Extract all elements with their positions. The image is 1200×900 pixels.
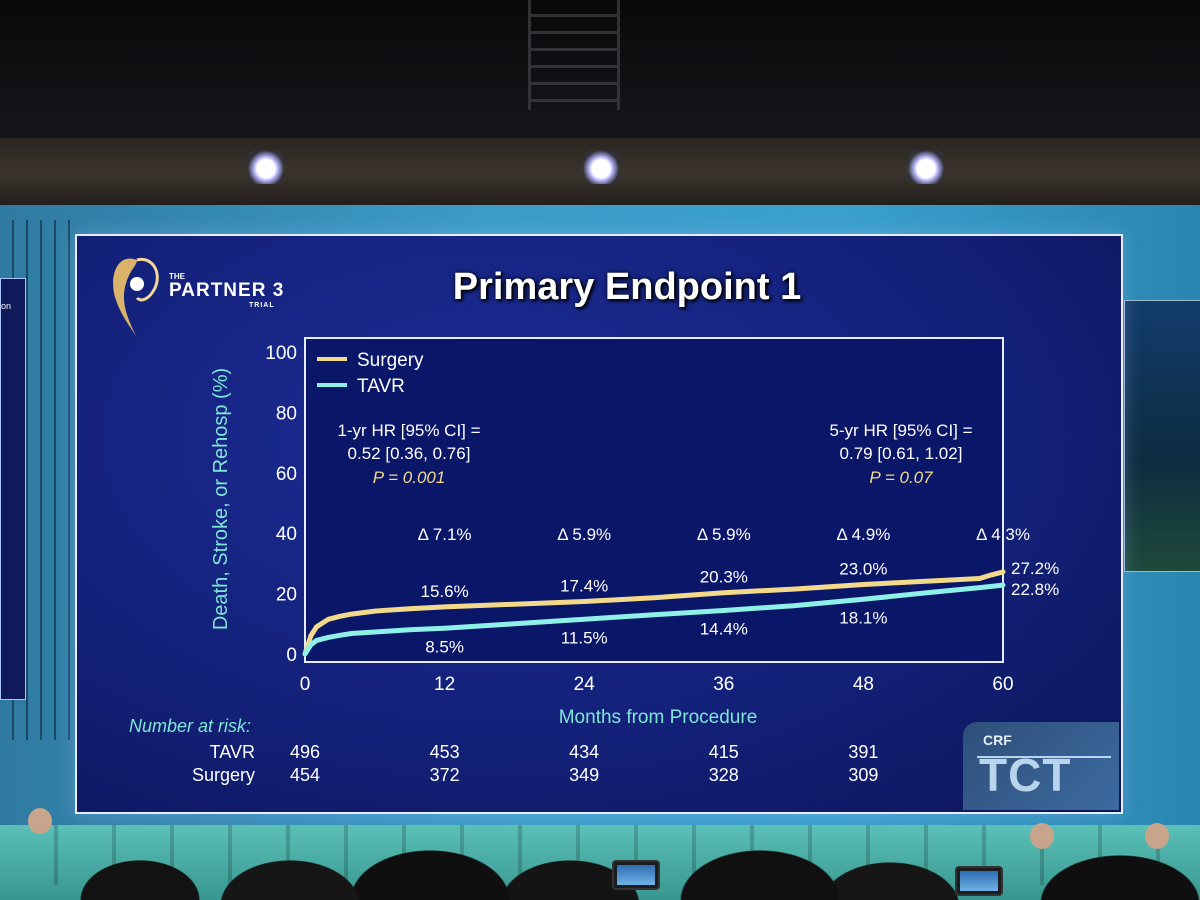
surgery-point-label: 23.0%: [839, 560, 887, 579]
x-tick-label: 36: [713, 674, 734, 695]
x-tick-label: 60: [992, 674, 1013, 695]
risk-cell-tavr: 391: [848, 742, 879, 762]
partner3-logo: THE PARTNER 3 TRIAL: [107, 252, 283, 342]
x-tick-label: 24: [574, 674, 596, 695]
stage-light: [583, 150, 619, 184]
surgery-point-label: 15.6%: [420, 582, 468, 601]
y-tick-label: 60: [276, 464, 297, 485]
presentation-slide: THE PARTNER 3 TRIAL Primary Endpoint 1 0…: [75, 234, 1123, 814]
risk-row-label-surgery: Surgery: [191, 765, 255, 785]
legend-label-tavr: TAVR: [357, 376, 405, 397]
stage-light: [908, 150, 944, 184]
tct-divider: [977, 756, 1111, 758]
risk-cell-surgery: 349: [569, 765, 600, 785]
risk-cell-surgery: 372: [429, 765, 460, 785]
y-axis-label: Death, Stroke, or Rehosp (%): [210, 368, 232, 630]
delta-label: Δ 5.9%: [557, 525, 611, 544]
risk-row-label-tavr: TAVR: [209, 742, 255, 762]
x-tick-label: 48: [853, 674, 874, 695]
series-line-tavr: [302, 582, 1006, 657]
x-tick-label: 0: [300, 674, 311, 695]
tct-badge: CRF TCT: [963, 722, 1119, 810]
tavr-point-label: 8.5%: [425, 637, 464, 656]
audience-silhouettes: [0, 845, 1200, 900]
heart-logo-icon: [113, 257, 159, 338]
hr5-line2: 0.79 [0.61, 1.02]: [840, 444, 963, 463]
hr5-line1: 5-yr HR [95% CI] =: [829, 421, 972, 440]
logo-name: PARTNER 3: [169, 280, 285, 301]
km-chart: 0 20 40 60 80 100 0 12 24 36 48 60 Death, Stroke, …: [210, 337, 1059, 728]
audience-phone: [612, 860, 660, 890]
legend-label-surgery: Surgery: [357, 350, 424, 371]
point-labels: 15.6% 17.4% 20.3% 23.0% 27.2% 8.5% 11.5% 14.4% 1…: [420, 559, 1059, 656]
delta-labels: Δ 7.1% Δ 5.9% Δ 5.9% Δ 4.9% Δ 4.3%: [418, 525, 1030, 544]
crf-logo-text: CRF: [983, 732, 1012, 748]
series-line-surgery: [302, 569, 1006, 657]
ceiling-truss: [528, 0, 620, 110]
y-tick-label: 40: [276, 524, 297, 545]
y-tick-label: 0: [286, 645, 297, 666]
surgery-point-label: 17.4%: [560, 576, 608, 595]
tavr-point-label: 18.1%: [839, 608, 887, 627]
risk-cell-surgery: 309: [848, 765, 879, 785]
risk-cell-surgery: 454: [289, 765, 321, 785]
tavr-point-label: 11.5%: [561, 628, 608, 647]
delta-label: Δ 7.1%: [418, 525, 472, 544]
tavr-point-label: 14.4%: [700, 620, 748, 639]
surgery-point-label: 20.3%: [700, 568, 748, 587]
tct-logo-text: TCT: [979, 749, 1072, 801]
panelist-head: [1145, 823, 1169, 849]
hr1-line3: P = 0.001: [373, 468, 446, 487]
risk-cell-tavr: 496: [289, 742, 321, 762]
left-side-screen: on: [0, 278, 26, 700]
y-tick-label: 100: [265, 343, 297, 364]
y-tick-label: 20: [276, 585, 297, 606]
presenter-head: [28, 808, 52, 834]
hr1-line2: 0.52 [0.36, 0.76]: [348, 444, 471, 463]
risk-cell-tavr: 434: [569, 742, 600, 762]
delta-label: Δ 4.3%: [976, 525, 1030, 544]
slide-title: Primary Endpoint 1: [452, 266, 802, 308]
right-side-screen: [1124, 300, 1200, 572]
hr1-line1: 1-yr HR [95% CI] =: [337, 421, 480, 440]
audience-phone: [955, 866, 1003, 896]
y-axis-ticks: 0 20 40 60 80 100: [265, 343, 297, 666]
logo-trial: TRIAL: [249, 302, 275, 309]
number-at-risk-title: Number at risk:: [129, 716, 252, 736]
series-lines: [302, 569, 1006, 657]
x-axis-label: Months from Procedure: [559, 707, 758, 728]
risk-cell-tavr: 415: [708, 742, 739, 762]
panelist-head: [1030, 823, 1054, 849]
delta-label: Δ 4.9%: [836, 525, 890, 544]
x-tick-label: 12: [434, 674, 455, 695]
y-tick-label: 80: [276, 403, 297, 424]
stage-light: [248, 150, 284, 184]
left-screen-text: on: [1, 301, 12, 311]
surgery-point-label: 27.2%: [1011, 559, 1059, 578]
tavr-point-label: 22.8%: [1011, 580, 1059, 599]
risk-cell-surgery: 328: [708, 765, 739, 785]
logo-the: THE: [169, 272, 185, 281]
x-axis-ticks: 0 12 24 36 48 60: [300, 674, 1014, 695]
hr5-line3: P = 0.07: [869, 468, 933, 487]
delta-label: Δ 5.9%: [697, 525, 751, 544]
risk-cell-tavr: 453: [429, 742, 460, 762]
